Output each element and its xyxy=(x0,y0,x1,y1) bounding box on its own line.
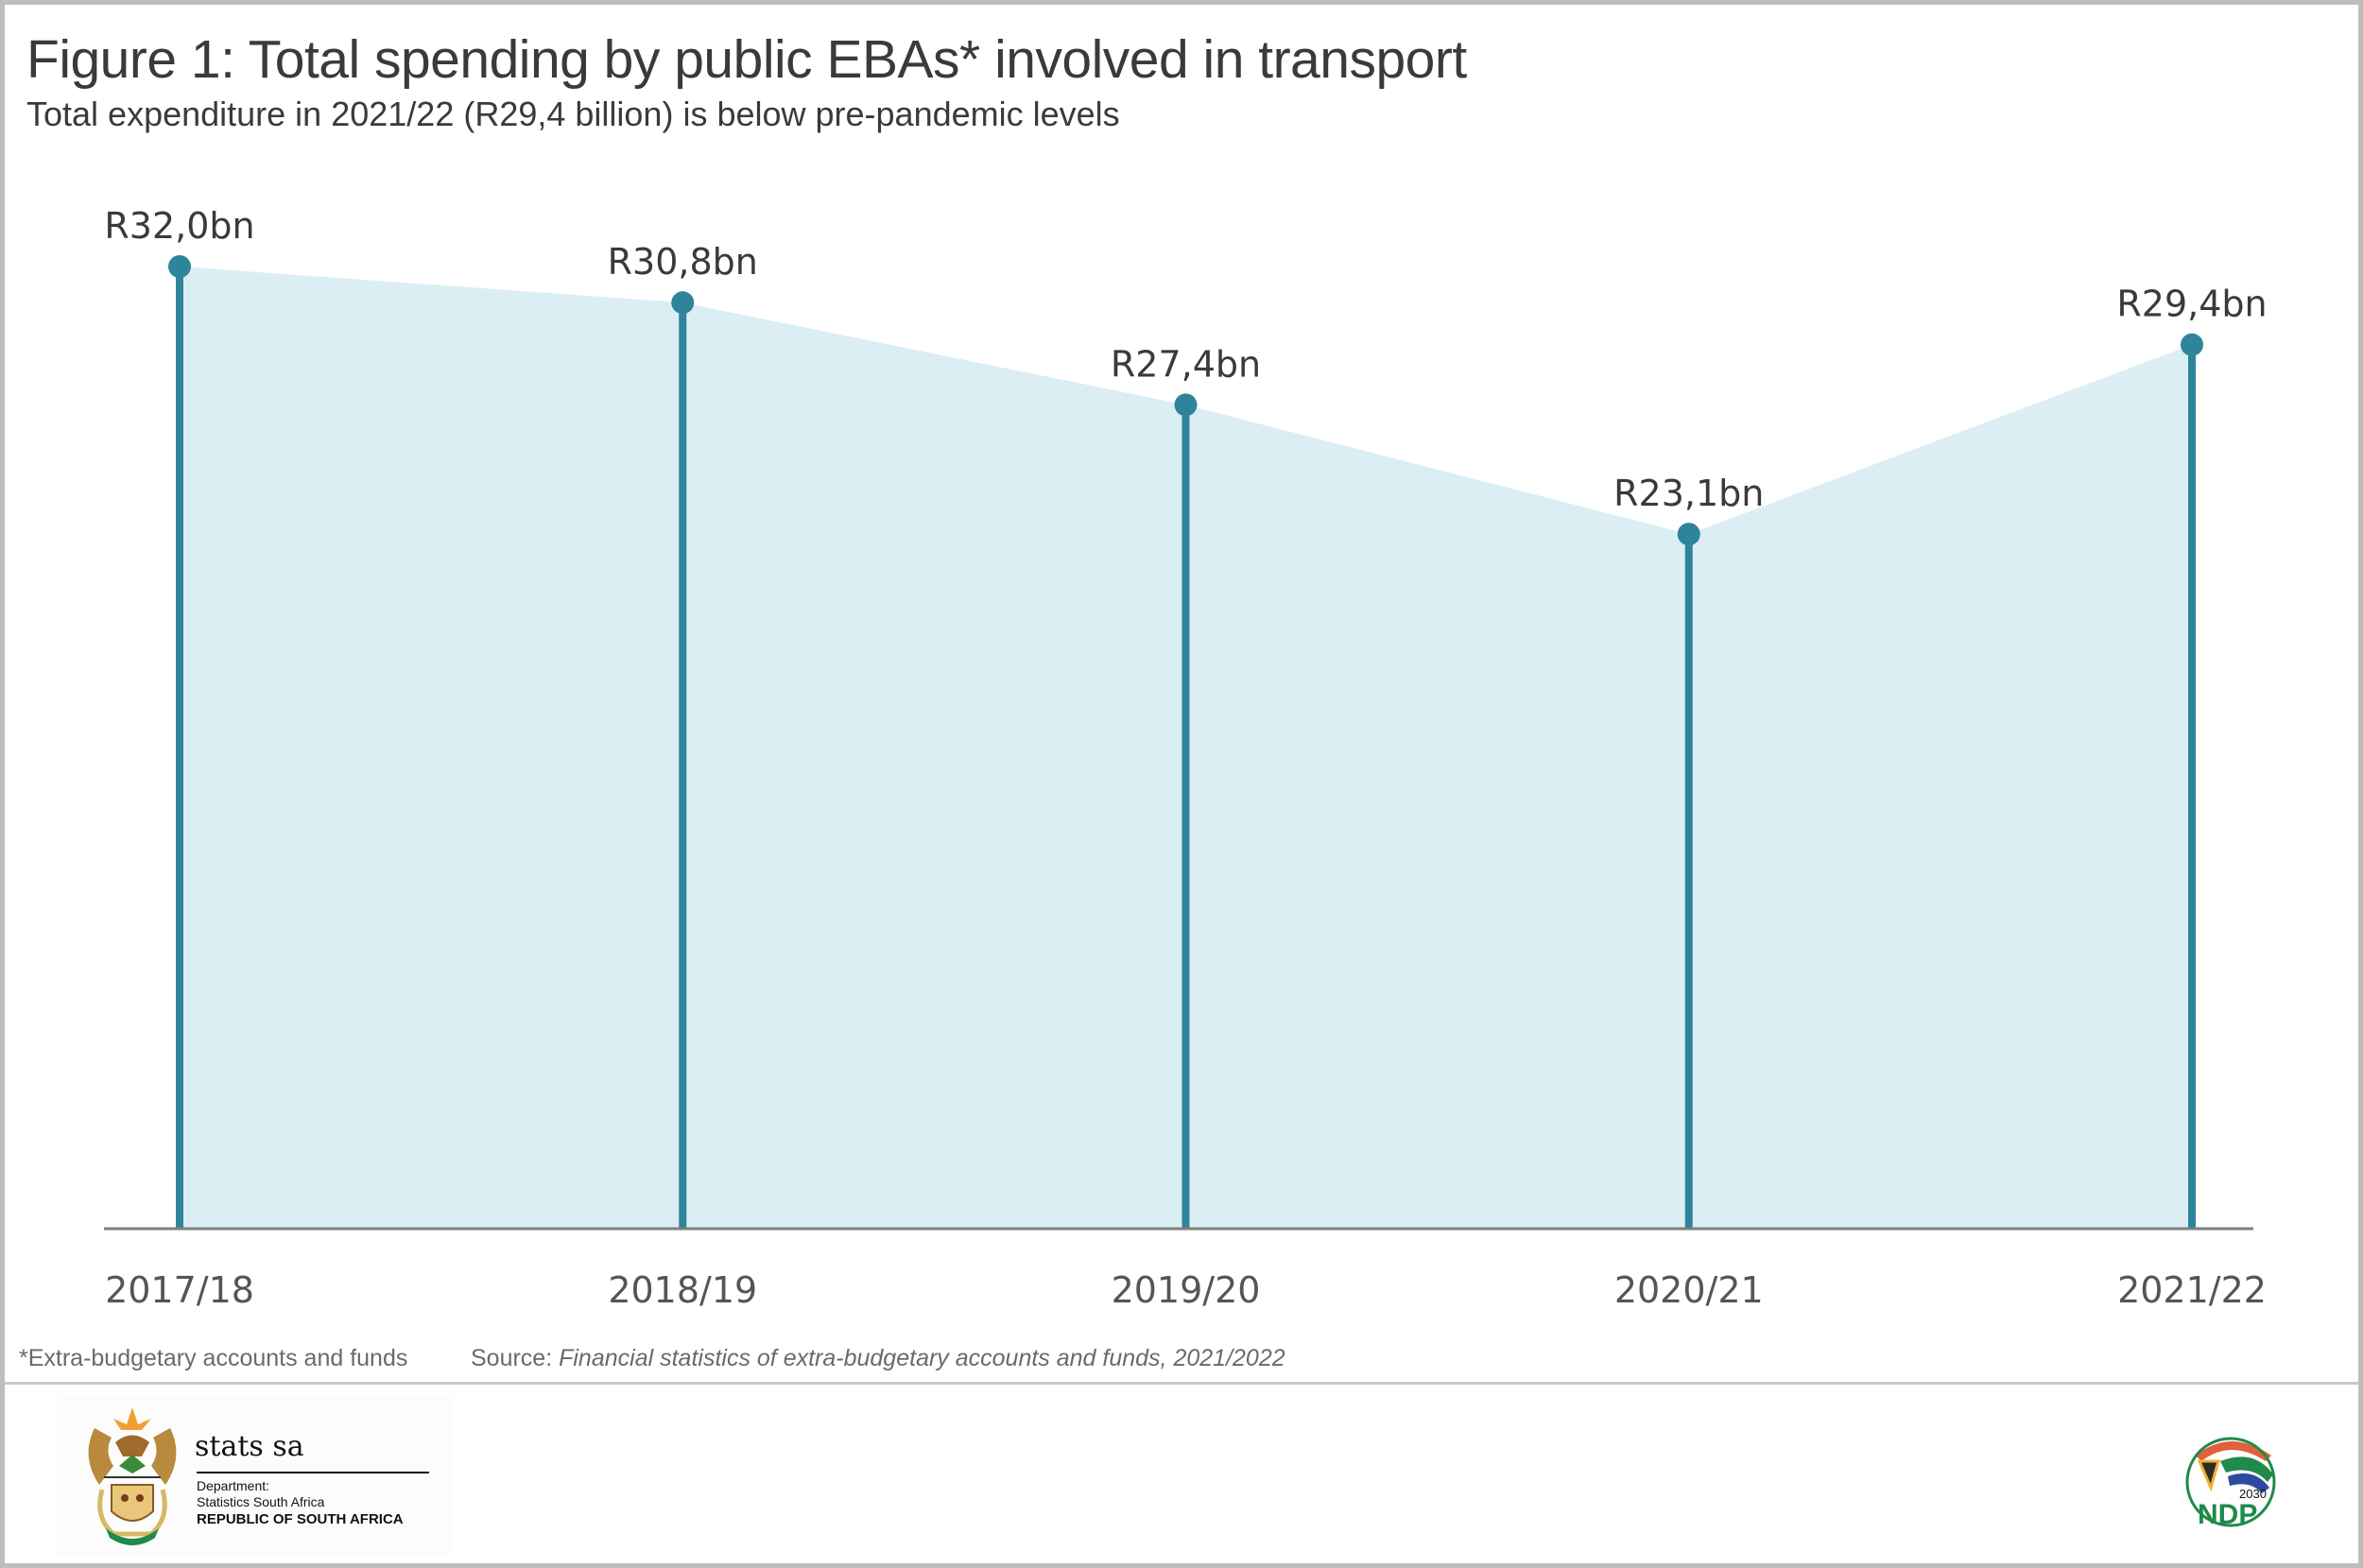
x-tick-label: 2020/21 xyxy=(1614,1269,1764,1311)
x-tick-label: 2019/20 xyxy=(1112,1269,1261,1311)
data-point-2020-21 xyxy=(1677,523,1700,546)
source-label: Source: xyxy=(471,1345,560,1371)
ndp-year: 2030 xyxy=(2239,1487,2267,1501)
data-label: R27,4bn xyxy=(1111,343,1261,385)
data-point-2017-18 xyxy=(168,255,191,278)
coat-of-arms-icon xyxy=(88,1407,177,1545)
data-label: R30,8bn xyxy=(608,241,758,283)
ndp-logo-icon: 2030 NDP xyxy=(2185,1437,2276,1530)
dept-line-1: Department: xyxy=(197,1478,270,1493)
footer-divider xyxy=(5,1382,2358,1385)
x-tick-label: 2018/19 xyxy=(608,1269,757,1311)
x-tick-label: 2017/18 xyxy=(105,1269,254,1311)
data-point-2019-20 xyxy=(1174,393,1198,417)
x-tick-label: 2021/22 xyxy=(2117,1269,2267,1311)
data-point-2018-19 xyxy=(671,291,695,315)
statssa-brand: stats sa xyxy=(195,1430,304,1463)
data-label: R23,1bn xyxy=(1613,473,1764,514)
footnote: *Extra-budgetary accounts and funds xyxy=(19,1345,408,1371)
statssa-republic: REPUBLIC OF SOUTH AFRICA xyxy=(197,1511,404,1527)
statssa-rule xyxy=(197,1472,429,1473)
source-text: Financial statistics of extra-budgetary … xyxy=(559,1345,1285,1371)
chart-subtitle: Total expenditure in 2021/22 (R29,4 bill… xyxy=(26,95,1120,133)
source-note: Source: Financial statistics of extra-bu… xyxy=(471,1345,1285,1372)
ndp-text: NDP xyxy=(2198,1499,2257,1530)
data-label: R32,0bn xyxy=(104,205,254,247)
data-point-2021-22 xyxy=(2181,333,2203,356)
statssa-department: Department: Statistics South Africa xyxy=(197,1478,324,1510)
data-label: R29,4bn xyxy=(2116,284,2267,325)
statssa-logo: stats sa Department: Statistics South Af… xyxy=(57,1394,454,1555)
chart-title: Figure 1: Total spending by public EBAs*… xyxy=(26,29,1467,90)
dept-line-2: Statistics South Africa xyxy=(197,1494,325,1509)
chart-area: R32,0bn R30,8bn R27,4bn R23,1bn R29,4bn 2017… xyxy=(104,205,2268,1311)
